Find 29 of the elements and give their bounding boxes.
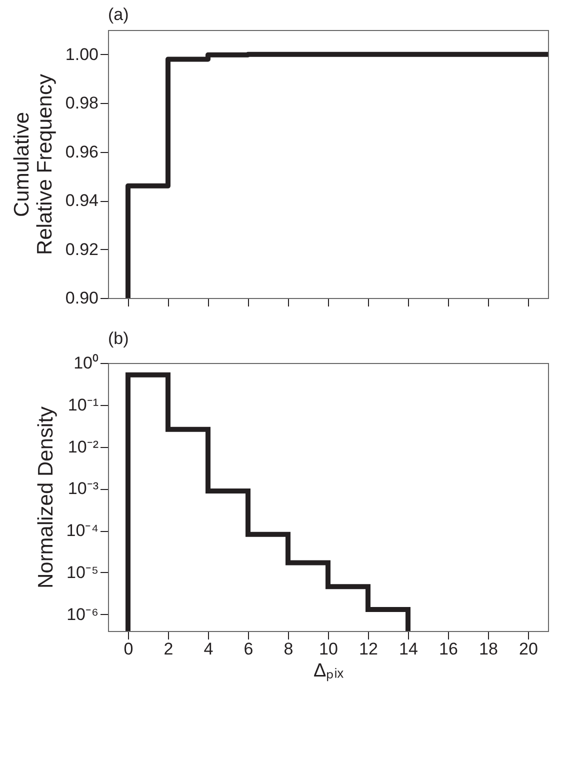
y-tick-label: 0.92 xyxy=(65,240,98,259)
y-tick-label: 10⁻⁵ xyxy=(66,562,98,582)
y-tick-label: 0.98 xyxy=(65,94,98,113)
x-tick-label: 2 xyxy=(164,640,174,658)
y-tick-label: 10⁻¹ xyxy=(68,395,99,414)
x-tick-label: 12 xyxy=(359,640,378,658)
chart-title: (a) xyxy=(108,5,129,24)
y-axis-title: Cumulative Relative Frequency xyxy=(10,74,56,255)
x-tick-label: 10 xyxy=(319,640,338,658)
x-tick-label: 14 xyxy=(399,640,418,658)
x-tick-label: 0 xyxy=(124,640,134,658)
x-axis-title: Δₚᵢₓ xyxy=(314,660,344,682)
y-tick-label: 10⁻² xyxy=(68,437,99,456)
y-tick-label: 1.00 xyxy=(65,44,98,64)
y-tick-label: 10⁰ xyxy=(74,354,98,372)
y-tick-label: 0.90 xyxy=(65,288,98,308)
y-tick-label: 10⁻³ xyxy=(68,479,99,498)
x-tick-label: 16 xyxy=(439,640,458,658)
y-axis-title: Normalized Density xyxy=(34,406,58,589)
y-tick-label: 10⁻⁶ xyxy=(66,604,98,624)
chart-title: (b) xyxy=(108,329,129,348)
y-tick-label: 10⁻⁴ xyxy=(66,521,98,540)
y-tick-label: 0.96 xyxy=(65,142,98,162)
x-tick-label: 20 xyxy=(519,640,538,658)
x-tick-label: 6 xyxy=(244,640,254,658)
x-tick-label: 8 xyxy=(284,640,294,658)
x-tick-label: 18 xyxy=(479,640,498,658)
x-tick-label: 4 xyxy=(204,640,214,658)
y-tick-label: 0.94 xyxy=(65,191,98,210)
